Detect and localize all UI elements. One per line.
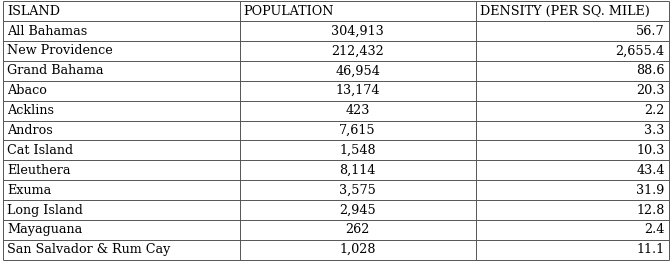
Text: 20.3: 20.3 (636, 84, 665, 97)
Text: 10.3: 10.3 (636, 144, 665, 157)
Text: 304,913: 304,913 (331, 25, 384, 38)
Text: 212,432: 212,432 (331, 44, 384, 57)
Text: DENSITY (PER SQ. MILE): DENSITY (PER SQ. MILE) (480, 5, 650, 18)
Text: Acklins: Acklins (7, 104, 54, 117)
Text: 11.1: 11.1 (636, 243, 665, 256)
Text: 2.2: 2.2 (644, 104, 665, 117)
Text: Abaco: Abaco (7, 84, 47, 97)
Text: 88.6: 88.6 (636, 64, 665, 77)
Text: 8,114: 8,114 (339, 164, 376, 177)
Text: Mayaguana: Mayaguana (7, 223, 83, 236)
Text: Eleuthera: Eleuthera (7, 164, 71, 177)
Text: 3,575: 3,575 (339, 184, 376, 197)
Text: 46,954: 46,954 (335, 64, 380, 77)
Text: 7,615: 7,615 (339, 124, 376, 137)
Text: Cat Island: Cat Island (7, 144, 73, 157)
Text: San Salvador & Rum Cay: San Salvador & Rum Cay (7, 243, 171, 256)
Text: 13,174: 13,174 (335, 84, 380, 97)
Text: 2,945: 2,945 (339, 204, 376, 217)
Text: ISLAND: ISLAND (7, 5, 60, 18)
Text: New Providence: New Providence (7, 44, 113, 57)
Text: 2,655.4: 2,655.4 (616, 44, 665, 57)
Text: 3.3: 3.3 (644, 124, 665, 137)
Text: 262: 262 (345, 223, 370, 236)
Text: Andros: Andros (7, 124, 53, 137)
Text: 1,028: 1,028 (339, 243, 376, 256)
Text: Grand Bahama: Grand Bahama (7, 64, 104, 77)
Text: 2.4: 2.4 (644, 223, 665, 236)
Text: 43.4: 43.4 (636, 164, 665, 177)
Text: POPULATION: POPULATION (243, 5, 334, 18)
Text: All Bahamas: All Bahamas (7, 25, 87, 38)
Text: 56.7: 56.7 (636, 25, 665, 38)
Text: 423: 423 (345, 104, 370, 117)
Text: 12.8: 12.8 (636, 204, 665, 217)
Text: 31.9: 31.9 (636, 184, 665, 197)
Text: Exuma: Exuma (7, 184, 52, 197)
Text: 1,548: 1,548 (339, 144, 376, 157)
Text: Long Island: Long Island (7, 204, 83, 217)
